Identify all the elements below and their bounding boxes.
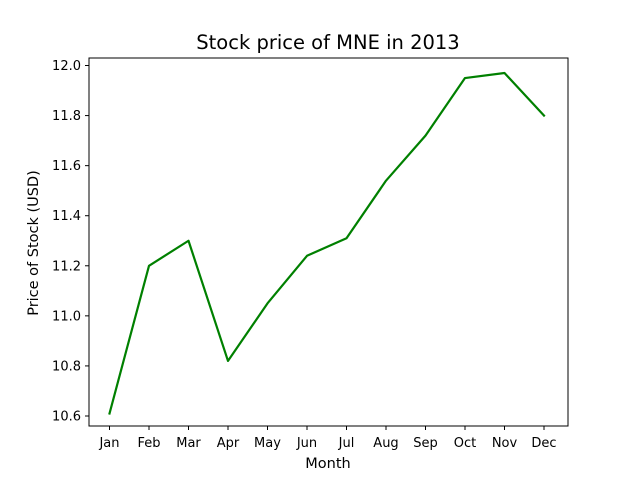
x-tick-label-jan: Jan <box>98 436 119 451</box>
x-tick-label-aug: Aug <box>373 436 398 451</box>
y-tick-label-11-6: 11.6 <box>52 159 81 174</box>
x-tick-label-oct: Oct <box>454 436 476 451</box>
x-tick-label-jul: Jul <box>338 436 355 451</box>
x-tick-label-dec: Dec <box>531 436 556 451</box>
y-tick-label-11-2: 11.2 <box>52 259 81 274</box>
y-tick-label-11-8: 11.8 <box>52 109 81 124</box>
y-axis-label: Price of Stock (USD) <box>26 170 42 316</box>
series-line-0 <box>108 71 546 415</box>
y-tick-label-11-0: 11.0 <box>52 309 81 324</box>
y-tick-label-10-8: 10.8 <box>52 359 81 374</box>
x-tick-label-may: May <box>254 436 281 451</box>
x-tick-label-apr: Apr <box>217 436 240 451</box>
plot-frame <box>88 57 569 427</box>
x-tick-label-nov: Nov <box>492 436 518 451</box>
plot-area: Jan Feb Mar Apr May Jun Jul Aug Sep Oct Nov Dec 10.6… <box>52 57 569 451</box>
y-tick-label-11-4: 11.4 <box>52 209 81 224</box>
x-axis-label: Month <box>305 456 350 472</box>
chart-title: Stock price of MNE in 2013 <box>196 31 459 54</box>
x-tick-label-jun: Jun <box>296 436 317 451</box>
x-tick-label-sep: Sep <box>413 436 438 451</box>
x-tick-label-mar: Mar <box>176 436 201 451</box>
y-tick-label-10-6: 10.6 <box>52 409 81 424</box>
x-tick-label-feb: Feb <box>137 436 160 451</box>
y-tick-label-12-0: 12.0 <box>52 59 81 74</box>
